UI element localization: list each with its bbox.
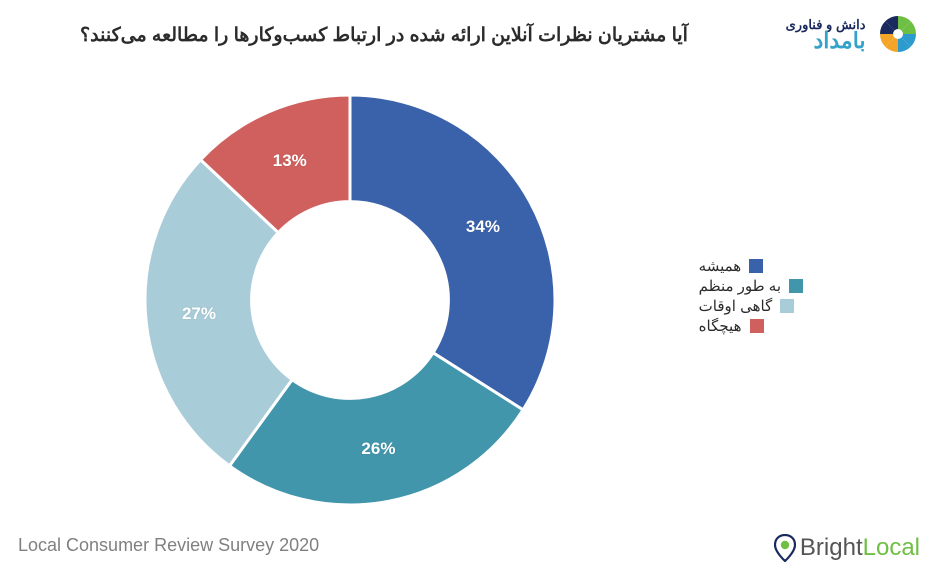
legend-swatch	[750, 319, 764, 333]
logo-line2: بامداد	[786, 31, 866, 51]
footer-brand-dark: Bright	[800, 534, 863, 561]
legend-swatch	[749, 259, 763, 273]
legend-item: همیشه	[699, 257, 803, 275]
legend-label: به طور منظم	[699, 277, 781, 295]
top-brand-logo: دانش و فناوری بامداد	[750, 12, 920, 56]
legend-label: گاهی اوقات	[699, 297, 773, 315]
legend-item: هیچگاه	[699, 317, 803, 335]
legend-label: هیچگاه	[699, 317, 742, 335]
donut-svg	[130, 80, 570, 520]
footer-brand-text: BrightLocal	[800, 534, 920, 562]
footer-brand: BrightLocal	[774, 534, 920, 562]
petal-icon	[876, 12, 920, 56]
chart-title: آیا مشتریان نظرات آنلاین ارائه شده در ار…	[60, 24, 708, 47]
legend-label: همیشه	[699, 257, 742, 275]
slice-label: 26%	[361, 439, 395, 459]
map-pin-icon	[774, 534, 796, 562]
chart-legend: همیشه به طور منظم گاهی اوقات هیچگاه	[699, 255, 803, 337]
donut-chart: 34% 26% 27% 13%	[130, 80, 570, 520]
slice-label: 27%	[182, 304, 216, 324]
donut-slice	[350, 95, 555, 410]
slice-label: 34%	[466, 217, 500, 237]
slice-label: 13%	[273, 151, 307, 171]
legend-item: به طور منظم	[699, 277, 803, 295]
footer-brand-accent: Local	[863, 534, 920, 561]
legend-swatch	[789, 279, 803, 293]
legend-item: گاهی اوقات	[699, 297, 803, 315]
footer-source: Local Consumer Review Survey 2020	[18, 535, 319, 556]
legend-swatch	[780, 299, 794, 313]
